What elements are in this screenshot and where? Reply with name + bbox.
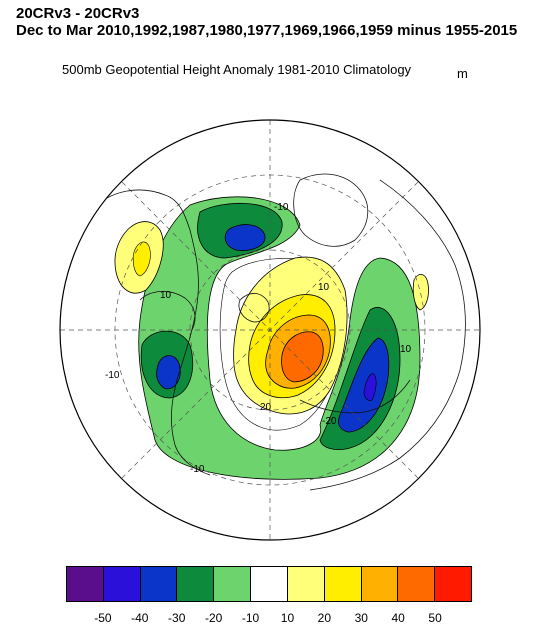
contour-label: 10 — [318, 282, 330, 293]
colorbar-label: 50 — [428, 611, 442, 625]
polar-map: -10 10 10 10 20 -10 -10 -20 — [59, 119, 481, 541]
colorbar — [66, 566, 472, 602]
anomaly-field — [114, 196, 429, 480]
title-line-2: Dec to Mar 2010,1992,1987,1980,1977,1969… — [16, 22, 518, 39]
contour-label: 10 — [160, 290, 172, 301]
coastline-greenland — [293, 173, 369, 247]
colorbar-box — [287, 567, 325, 601]
colorbar-box — [398, 567, 436, 601]
title-block: 20CRv3 - 20CRv3 Dec to Mar 2010,1992,198… — [16, 5, 536, 39]
colorbar-label: -10 — [241, 611, 260, 625]
colorbar-label: -50 — [94, 611, 112, 625]
positive-region-40 — [281, 331, 324, 383]
coastline-north-america — [91, 189, 211, 476]
colorbar-label: -30 — [168, 611, 186, 625]
colorbar-labels: -50 -40 -30 -20 -10 10 20 30 40 50 — [0, 611, 542, 627]
colorbar-box — [67, 567, 104, 601]
contour-label: 20 — [260, 402, 272, 413]
contour-label: -10 — [190, 464, 205, 475]
title-line-1: 20CRv3 - 20CRv3 — [16, 5, 140, 22]
map-subtitle: 500mb Geopotential Height Anomaly 1981-2… — [62, 62, 412, 77]
contour-label: -10 — [274, 202, 289, 213]
subtitle-row: 500mb Geopotential Height Anomaly 1981-2… — [0, 62, 542, 82]
colorbar-box — [140, 567, 178, 601]
contour-labels: -10 10 10 10 20 -10 -10 -20 — [105, 202, 412, 475]
coastline-alaska — [139, 291, 196, 331]
contour-label: 10 — [400, 344, 412, 355]
colorbar-box — [177, 567, 215, 601]
contour-label: -20 — [322, 416, 337, 427]
colorbar-label: -20 — [204, 611, 223, 625]
colorbar-label: 20 — [317, 611, 332, 625]
coastline-siberia — [299, 379, 411, 414]
globe-outline — [59, 119, 481, 541]
colorbar-label: -40 — [131, 611, 149, 625]
coastline-eurasia — [309, 179, 466, 491]
negative-core-east — [363, 373, 377, 401]
graticule — [60, 120, 480, 540]
colorbar-box — [324, 567, 362, 601]
colorbar-box — [214, 567, 252, 601]
negative-center-northwest — [224, 224, 266, 251]
contour-label: -10 — [105, 370, 120, 381]
units-label: m — [457, 66, 468, 81]
meridian-4 — [121, 181, 419, 479]
colorbar-box — [103, 567, 141, 601]
negative-center-west — [156, 355, 181, 390]
colorbar-box — [435, 567, 471, 601]
colorbar-box — [361, 567, 399, 601]
colorbar-box — [251, 567, 288, 601]
colorbar-label: 30 — [354, 611, 368, 625]
coastlines — [91, 173, 466, 491]
positive-lobe-east — [412, 274, 429, 311]
colorbar-label: 40 — [391, 611, 405, 625]
colorbar-label: 10 — [280, 611, 295, 625]
coastline-arctic-islands — [238, 293, 270, 323]
